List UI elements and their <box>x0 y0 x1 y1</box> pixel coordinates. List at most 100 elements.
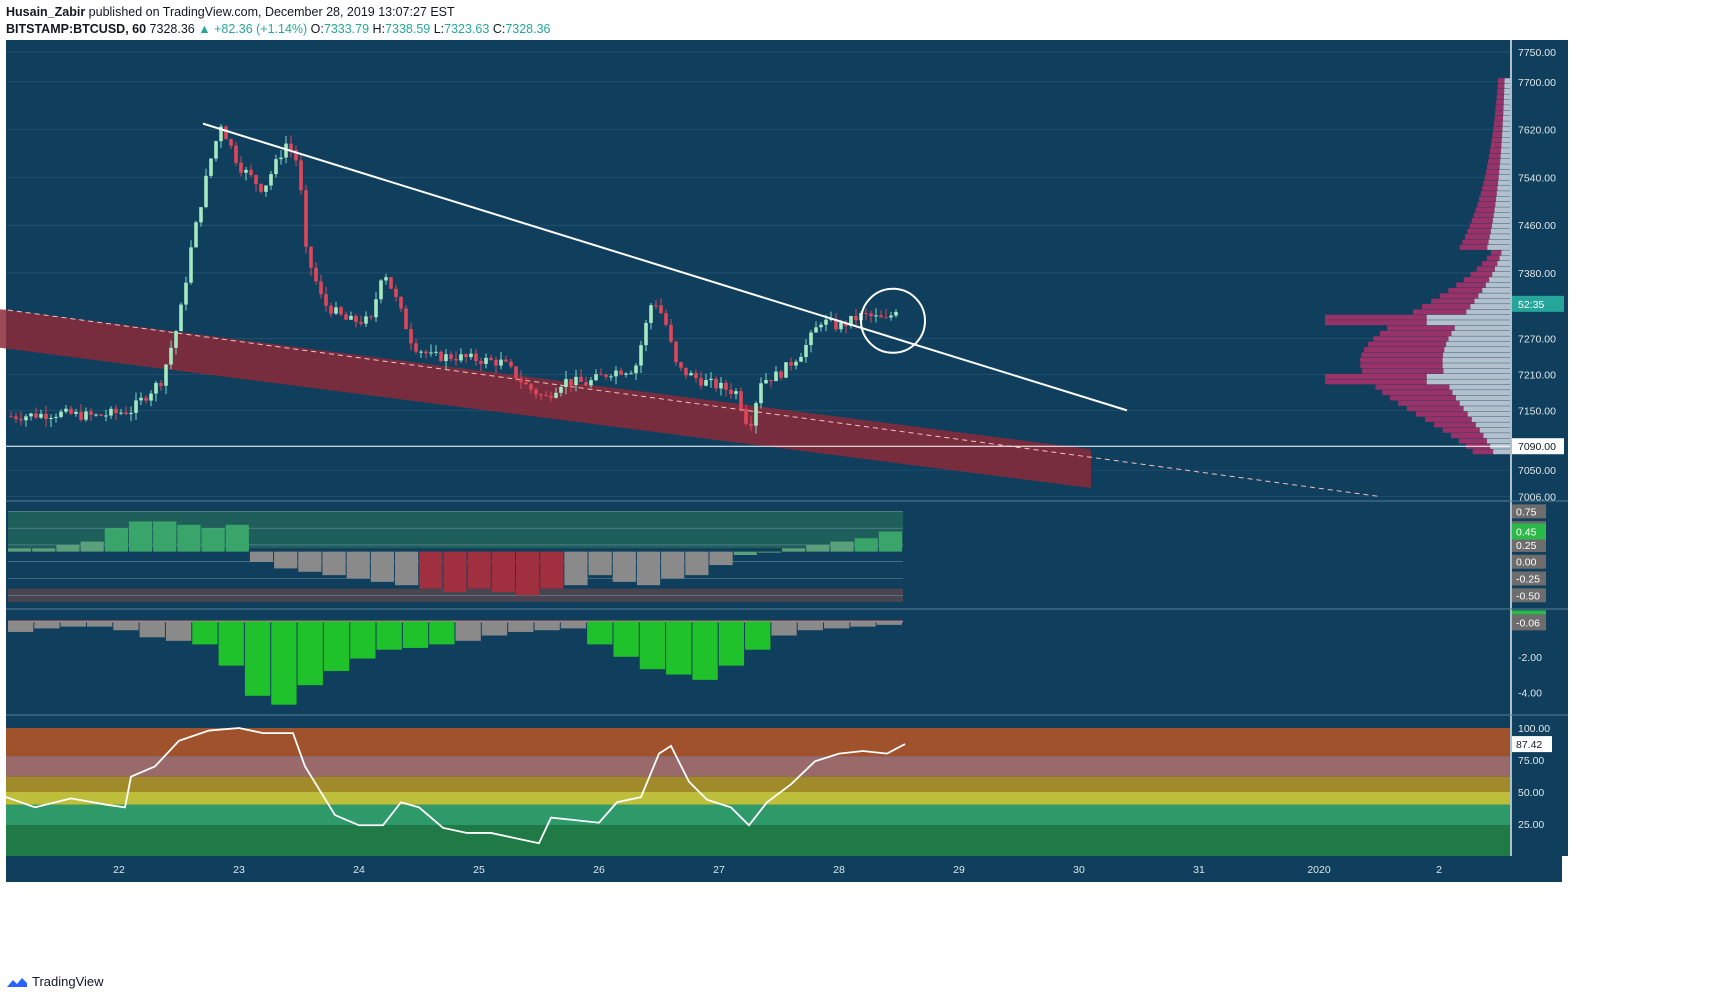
time-tick-label: 31 <box>1193 864 1205 876</box>
volume-profile-bar <box>1493 212 1510 218</box>
osc2-bar <box>692 621 718 680</box>
volume-profile-bar <box>1496 196 1510 202</box>
candle-body <box>229 139 233 146</box>
volume-profile-bar <box>1471 218 1493 224</box>
candle-body <box>409 329 413 344</box>
volume-profile-bar <box>1498 180 1510 186</box>
candle-body <box>149 393 153 401</box>
candle-body <box>709 378 713 381</box>
candle-body <box>669 324 673 342</box>
osc1-tick-label: 0.00 <box>1516 557 1537 569</box>
candle-body <box>404 308 408 330</box>
volume-profile-bar <box>1501 148 1510 154</box>
candle-body <box>119 412 123 414</box>
osc2-last-tag-accent <box>1512 610 1546 615</box>
candle-body <box>359 321 363 324</box>
candle-body <box>734 391 738 395</box>
candle-body <box>484 357 488 364</box>
candle-body <box>269 174 273 186</box>
volume-profile-bar <box>1382 390 1453 396</box>
osc1-bar <box>153 521 177 552</box>
candle-body <box>694 373 698 379</box>
candle-body <box>614 370 618 377</box>
candle-body <box>684 367 688 376</box>
author-name[interactable]: Husain_Zabir <box>6 5 86 19</box>
candle-body <box>554 392 558 398</box>
candle-body <box>184 282 188 305</box>
volume-profile-bar <box>1488 158 1501 164</box>
candle-body <box>599 374 603 376</box>
osc1-bar <box>588 551 612 576</box>
osc1-bar <box>661 551 685 579</box>
footer-brand[interactable]: TradingView <box>6 974 104 989</box>
volume-profile-bar <box>1493 121 1503 127</box>
time-tick-label: 23 <box>233 864 245 876</box>
volume-profile-bar <box>1479 427 1510 433</box>
candle-body <box>179 304 183 332</box>
candle-body <box>144 397 148 401</box>
osc2-bar <box>350 621 376 659</box>
candle-body <box>14 416 18 419</box>
candle-body <box>594 374 598 381</box>
volume-profile-bar <box>1491 223 1510 229</box>
tradingview-logo-icon <box>7 977 27 987</box>
candle-body <box>169 347 173 365</box>
candle-body <box>844 322 848 326</box>
osc2-bar <box>218 621 244 666</box>
candle-body <box>74 411 78 414</box>
candle-body <box>459 354 463 361</box>
candle-body <box>324 294 328 306</box>
volume-profile-bar <box>1499 255 1510 261</box>
volume-profile-bar <box>1493 126 1503 132</box>
candle-body <box>619 370 623 375</box>
osc1-bar <box>636 551 661 586</box>
volume-profile-bar <box>1498 175 1510 180</box>
osc2-bar <box>8 621 34 632</box>
volume-profile-bar <box>1451 433 1484 439</box>
open-value: 7333.79 <box>323 22 370 36</box>
osc2-bar <box>402 621 429 648</box>
candle-body <box>294 149 298 161</box>
candle-body <box>219 126 223 142</box>
volume-profile-bar <box>1494 266 1510 272</box>
osc1-bar <box>322 551 346 576</box>
volume-profile-bar <box>1463 277 1490 283</box>
osc1-bar <box>346 551 370 579</box>
candle-body <box>394 288 398 297</box>
close-value: 7328.36 <box>505 22 551 36</box>
volume-profile-bar <box>1484 175 1499 180</box>
volume-profile-bar <box>1426 320 1510 326</box>
candle-body <box>704 380 708 386</box>
volume-profile-bar <box>1490 142 1502 148</box>
time-tick-label: 24 <box>353 864 365 876</box>
volume-profile-bar <box>1483 180 1499 186</box>
volume-profile-bar <box>1504 83 1510 89</box>
candle-body <box>574 376 578 386</box>
candle-body <box>9 416 13 418</box>
volume-profile-bar <box>1451 330 1510 336</box>
volume-profile-bar <box>1456 282 1486 288</box>
volume-profile-bar <box>1499 164 1510 170</box>
osc2-bar <box>139 621 165 638</box>
candle-body <box>834 319 838 330</box>
candle-body <box>884 317 888 319</box>
candle-body <box>624 373 628 375</box>
volume-profile-bar <box>1426 314 1510 320</box>
candle-body <box>29 413 33 417</box>
volume-profile-bar <box>1360 357 1443 363</box>
horizontal-line-tag-label: 7090.00 <box>1518 441 1556 453</box>
candle-body <box>799 357 803 362</box>
volume-profile-bar <box>1452 390 1510 396</box>
volume-profile-bar <box>1489 234 1510 240</box>
volume-profile-bar <box>1491 137 1502 143</box>
time-tick-label: 2020 <box>1307 864 1331 876</box>
osc2-tick-label: -2.00 <box>1518 652 1542 664</box>
volume-profile-bar <box>1472 449 1494 455</box>
candle-body <box>724 382 728 390</box>
candle-body <box>124 412 128 415</box>
rsi-tick-label: 25.00 <box>1518 819 1544 831</box>
candle-body <box>39 413 43 418</box>
candle-body <box>299 160 303 191</box>
candle-body <box>699 378 703 386</box>
